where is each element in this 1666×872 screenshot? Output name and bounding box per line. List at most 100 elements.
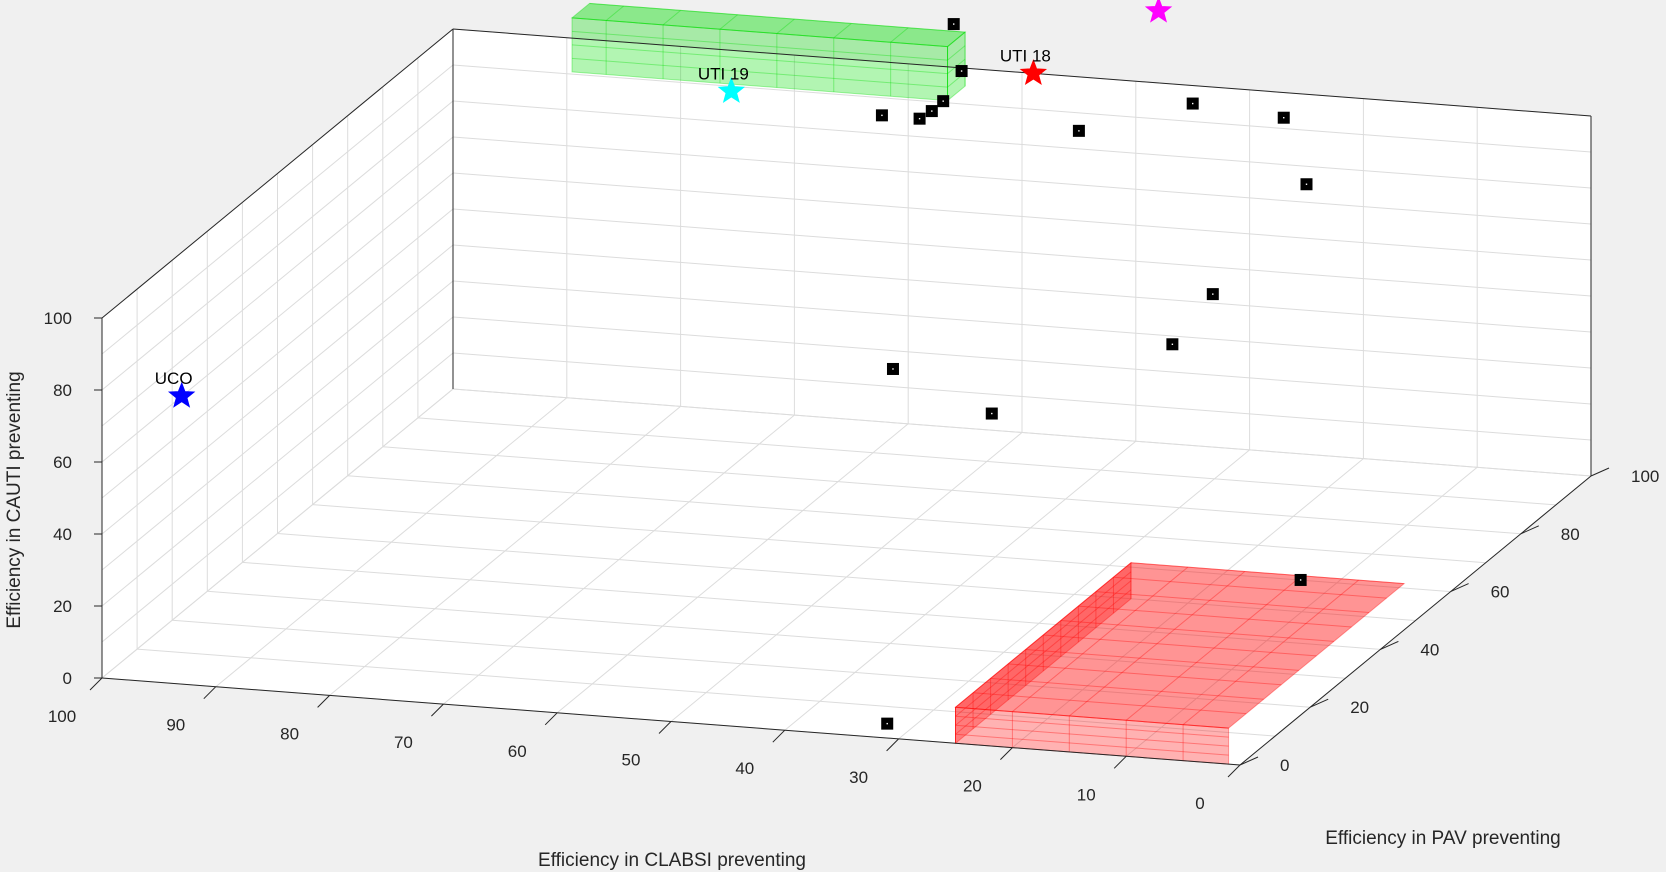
- y-tick-label: 0: [1280, 756, 1289, 775]
- square-marker-dot: [918, 117, 921, 120]
- grid-line: [417, 417, 1556, 506]
- grid-line: [452, 100, 1592, 189]
- region-grid-line: [955, 562, 1132, 708]
- grid-line: [101, 244, 454, 535]
- y-tick: [1450, 583, 1469, 593]
- grid-line: [452, 280, 1592, 369]
- x-tick: [772, 729, 786, 743]
- region-grid-line: [662, 10, 681, 26]
- tick-labels: 100 90 80 70 60 50 40 30 20 10 0020406080100020406…: [44, 309, 1660, 813]
- square-marker-dot: [886, 722, 888, 725]
- x-tick: [886, 738, 899, 752]
- x-tick: [431, 703, 444, 717]
- x-tick: [203, 686, 217, 700]
- region-grid-line: [1182, 579, 1359, 726]
- axes-walls: [102, 29, 1591, 765]
- square-marker-dot: [1078, 130, 1080, 132]
- region-grid-line: [1095, 591, 1370, 614]
- grid-line: [452, 172, 1592, 261]
- square-marker-dot: [991, 412, 993, 415]
- region-grid-line: [890, 27, 909, 43]
- region-grid-line: [947, 45, 966, 61]
- star-label: UCO: [155, 369, 193, 388]
- region-top-face: [570, 2, 967, 48]
- red-box: [954, 561, 1406, 765]
- grid-line: [452, 316, 1592, 405]
- region-grid-line: [973, 692, 1247, 715]
- region-grid-line: [1078, 605, 1352, 628]
- y-tick: [1380, 640, 1399, 650]
- region-grid-line: [955, 580, 1132, 726]
- data-points: [167, 0, 1313, 730]
- x-axis-label: Efficiency in CLABSI preventing: [538, 850, 806, 871]
- x-tick: [544, 712, 558, 726]
- y-tick-label: 20: [1350, 698, 1369, 717]
- grid-line: [452, 136, 1592, 225]
- region-grid-line: [776, 18, 795, 34]
- grid-line: [382, 446, 1521, 535]
- square-marker-dot: [931, 110, 933, 112]
- z-tick-label: 80: [53, 381, 72, 400]
- grid-line: [101, 208, 454, 499]
- x-tick-label: 70: [394, 733, 413, 752]
- grid-line: [277, 533, 1416, 621]
- square-marker-dot: [953, 23, 955, 25]
- region-grid-line: [1113, 576, 1387, 599]
- region-grid-line: [571, 44, 948, 75]
- y-tick-label: 60: [1491, 583, 1510, 602]
- x-tick-label: 90: [166, 716, 185, 735]
- region-grid-line: [589, 2, 966, 33]
- x-tick-label: 80: [280, 724, 299, 743]
- star-label: UTI 20: [1125, 0, 1176, 3]
- green-box: [570, 2, 967, 102]
- square-marker-dot: [1192, 102, 1194, 105]
- y-tick: [1520, 525, 1540, 535]
- grid-line: [242, 561, 1381, 650]
- grid-line: [137, 648, 1276, 737]
- x-tick-label: 0: [1195, 794, 1204, 813]
- region-grid-line: [955, 724, 1229, 747]
- region-front-face: [571, 17, 948, 102]
- region-grid-line: [955, 733, 1229, 756]
- x-tick: [89, 677, 103, 691]
- region-grid-line: [1130, 562, 1405, 585]
- region-grid-line: [1068, 571, 1246, 717]
- region-grid-line: [571, 57, 948, 88]
- star-marker: [167, 381, 196, 408]
- x-tick: [1000, 747, 1013, 760]
- square-marker-dot: [1299, 579, 1302, 581]
- z-tick-label: 20: [53, 597, 72, 616]
- grid-line: [172, 619, 1311, 708]
- region-side-face: [955, 561, 1132, 745]
- grid-line: [101, 64, 454, 355]
- x-tick: [317, 695, 330, 708]
- grid-line: [452, 352, 1592, 441]
- star-marker: [1144, 0, 1173, 23]
- grid-line: [101, 172, 454, 463]
- x-tick-label: 40: [735, 759, 754, 778]
- region-grid-line: [1012, 566, 1189, 712]
- grid-line: [101, 388, 454, 679]
- y-axis-label: Efficiency in PAV preventing: [1325, 828, 1561, 849]
- region-grid-line: [605, 5, 625, 21]
- region-grid-line: [719, 14, 738, 30]
- grid-line: [101, 352, 454, 643]
- region-grid-line: [1008, 663, 1282, 686]
- square-marker-dot: [942, 100, 944, 102]
- square-marker-dot: [960, 70, 963, 72]
- square-marker-dot: [1283, 117, 1285, 119]
- x-tick-label: 30: [849, 768, 868, 787]
- star-label: UTI 18: [1000, 46, 1051, 65]
- square-marker-dot: [1305, 183, 1308, 185]
- x-tick: [658, 721, 672, 734]
- z-axis-label: Efficiency in CAUTI preventing: [4, 371, 25, 628]
- z-tick-label: 0: [63, 669, 72, 688]
- x-tick: [1113, 755, 1127, 769]
- region-grid-line: [571, 30, 948, 61]
- star-marker: [1019, 58, 1048, 86]
- y-axis-line: [1239, 475, 1592, 766]
- x-tick-label: 10: [1077, 785, 1096, 804]
- grid-line: [452, 388, 1592, 477]
- box-edge: [101, 28, 454, 319]
- grid-line: [452, 244, 1592, 333]
